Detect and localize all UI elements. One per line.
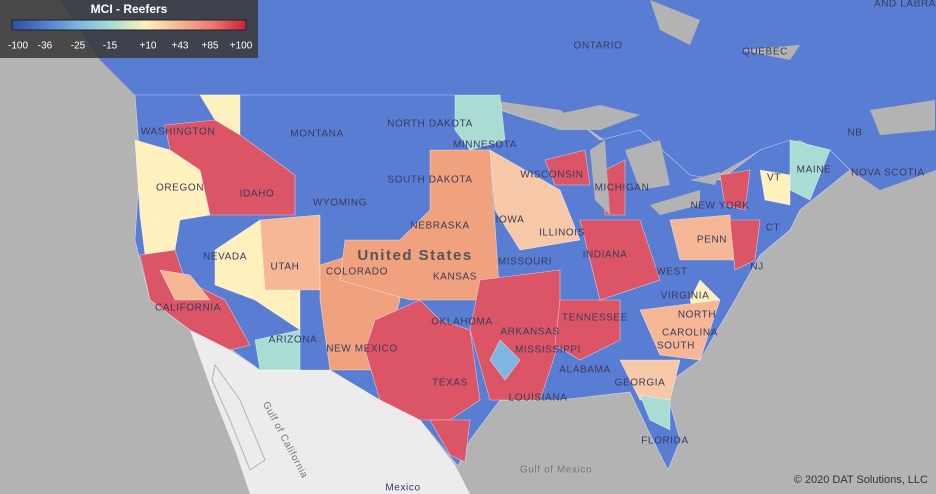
water-label: Gulf of Mexico [520,465,592,476]
map-label: VIRGINIA [661,291,710,302]
map-label: AND LABRA [874,0,936,10]
map-label: ARKANSAS [500,327,559,338]
map-label: TEXAS [432,378,468,389]
map-label: NEW YORK [690,201,749,212]
map-label: SOUTH [657,341,695,352]
region [789,139,831,201]
legend-tick-label: -15 [103,41,118,52]
copyright: © 2020 DAT Solutions, LLC [794,474,928,486]
map-label: TENNESSEE [562,313,628,324]
map-label: MICHIGAN [595,183,650,194]
map-label: GEORGIA [615,378,666,389]
legend-tick-label: -100 [8,41,28,52]
map-label: INDIANA [583,250,628,261]
region [554,299,621,361]
region [159,269,211,301]
region [164,119,296,216]
map-label: QUEBEC [742,47,788,58]
map-label: NORTH [678,310,716,321]
legend-tick-label: -36 [38,41,53,52]
map-label: NEVADA [203,252,247,263]
map-label: PENN [697,235,727,246]
map-label: CAROLINA [662,328,718,339]
legend: MCI - Reefers -100 -36 -25 -15 +10 +43 +85 +100 [0,0,258,58]
map-label: VT [767,173,781,184]
map-label: WASHINGTON [141,127,215,138]
region [719,169,751,211]
map-label: MONTANA [290,129,343,140]
region [254,329,301,371]
map-label: OKLAHOMA [431,317,492,328]
map-label: ONTARIO [573,41,622,52]
map-label: WISCONSIN [520,170,583,181]
map-label: NB [847,128,862,139]
legend-tick-label: -25 [71,41,86,52]
map-label: ILLINOIS [539,228,585,239]
region [544,149,591,186]
map-label: CALIFORNIA [155,303,221,314]
map-label: NEBRASKA [410,221,469,232]
map-label: OREGON [156,183,204,194]
map-label: NJ [750,262,763,273]
country-label: Mexico [385,483,420,494]
map-label: ALABAMA [559,365,610,376]
map-label: LOUISIANA [509,393,568,404]
legend-tick-label: +85 [202,41,219,52]
country-label: United States [357,247,472,264]
region [429,419,471,463]
region [579,219,661,301]
region [139,214,181,256]
legend-tick-label: +10 [140,41,157,52]
region [639,299,721,361]
map-label: COLORADO [326,267,388,278]
map-label: ARIZONA [269,335,318,346]
legend-scale [11,19,247,31]
region [639,394,671,431]
great-lakes [530,105,720,215]
region [489,149,581,251]
map-label: FLORIDA [641,436,689,447]
map-label: SOUTH DAKOTA [387,175,472,186]
map-label: CT [766,223,781,234]
region [364,299,481,421]
map-label: IDAHO [240,189,275,200]
baja [211,363,266,471]
region [729,219,761,271]
region [339,149,501,301]
map-label: MAINE [797,165,832,176]
map-label: WEST [656,267,687,278]
region [469,269,561,401]
map-label: MINNESOTA [453,140,517,151]
map-label: WYOMING [313,198,367,209]
map-label: NEW MEXICO [326,344,398,355]
legend-title: MCI - Reefers [91,2,168,16]
canada-water [650,0,935,135]
legend-tick-label: +100 [230,41,253,52]
map-label: NORTH DAKOTA [387,119,473,130]
map-label: KANSAS [433,272,477,283]
map-label: MISSOURI [498,257,552,268]
region [489,339,521,381]
map-label: UTAH [271,262,300,273]
map-label: IOWA [496,215,525,226]
map-label: NOVA SCOTIA [851,168,925,179]
region [759,169,791,206]
region [454,94,506,151]
map-label: MISSISSIPPI [515,345,581,356]
legend-tick-label: +43 [172,41,189,52]
region [259,214,321,291]
